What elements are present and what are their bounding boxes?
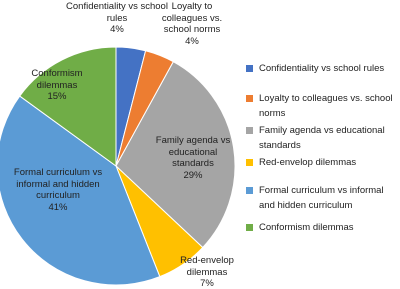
data-label-category: Loyalty to colleagues vs. school norms (161, 1, 223, 35)
data-label-category: Confidentiality vs school rules (66, 1, 168, 24)
pie-slice (0, 95, 161, 286)
data-label-value: 29% (183, 169, 203, 181)
data-label-value: 7% (200, 278, 214, 289)
legend-entry: Loyalty to colleagues vs. school norms (259, 93, 393, 119)
legend-swatch (246, 95, 253, 102)
data-label-category: Family agenda vs educational standards (155, 135, 231, 169)
data-label-value: 4% (185, 35, 199, 47)
data-label-value: 41% (48, 201, 68, 213)
legend-entry: Conformism dilemmas (259, 222, 354, 233)
pie-slice (115, 61, 236, 249)
legend-swatch (246, 224, 253, 231)
legend-entry: Formal curriculum vs informal and hidden… (259, 185, 384, 211)
legend-entry: Red-envelop dilemmas (259, 157, 357, 168)
legend-swatch (246, 187, 253, 194)
data-label: Confidentiality vs school rules 4% (55, 1, 179, 36)
data-label: Red-envelop dilemmas 7% (174, 255, 240, 289)
data-label-category: Red-envelop dilemmas (180, 255, 234, 278)
data-label: Family agenda vs educational standards 29… (148, 135, 238, 181)
legend-swatch (246, 127, 253, 134)
legend-swatch (246, 65, 253, 72)
data-label: Loyalty to colleagues vs. school norms 4% (156, 1, 228, 47)
legend-swatch (246, 159, 253, 166)
legend-entry: Confidentiality vs school rules (259, 63, 385, 74)
data-label: Conformism dilemmas 15% (21, 68, 93, 103)
data-label-value: 4% (110, 24, 124, 35)
data-label-category: Formal curriculum vs informal and hidden… (13, 167, 103, 201)
legend-entry: Family agenda vs educational standards (259, 125, 385, 151)
data-label: Formal curriculum vs informal and hidden… (10, 167, 106, 213)
data-label-value: 15% (47, 91, 67, 102)
pie-slice (19, 46, 117, 167)
data-label-category: Conformism dilemmas (31, 68, 83, 91)
